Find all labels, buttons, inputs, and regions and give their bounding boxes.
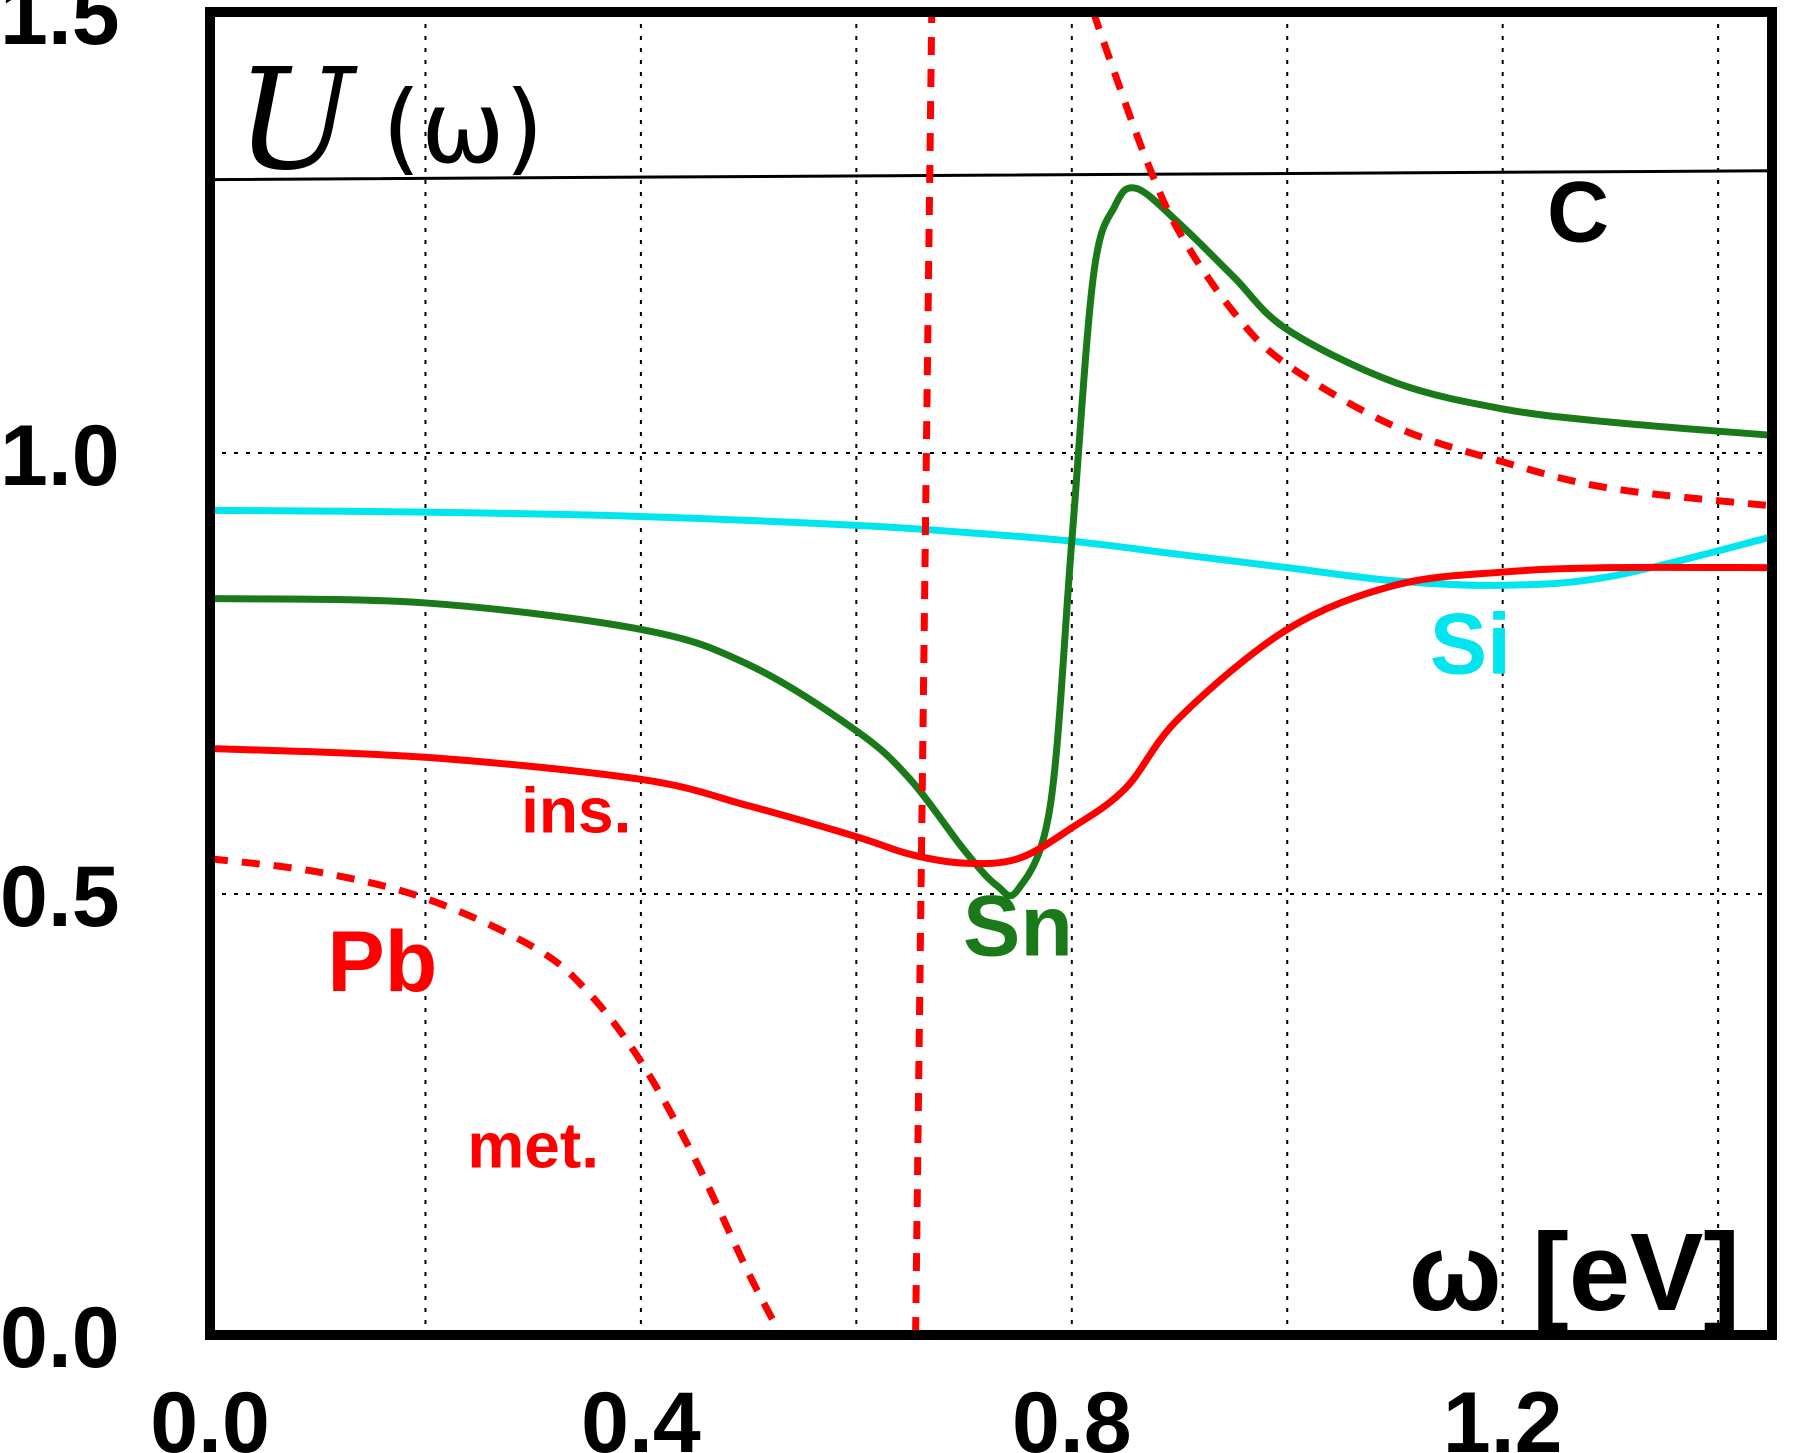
tick-labels: 0.0 0.4 0.8 1.2 0.0 0.5 1.0 1.5	[0, 0, 1562, 1453]
series-c-line	[209, 169, 1773, 182]
series-si-line	[209, 506, 1773, 589]
plot-frame	[205, 7, 1777, 1340]
series-pb-met-low-line	[209, 855, 785, 1337]
series-pb-ins-line	[209, 563, 1773, 868]
y-tick-label: 0.5	[0, 849, 120, 945]
y-tick-label: 1.0	[0, 408, 120, 504]
y-tick-label: 1.5	[0, 0, 120, 63]
annotation-sn: Sn	[963, 879, 1073, 975]
x-axis-label: ω [eV]	[1409, 1211, 1740, 1334]
series-pb-met-high-line	[1090, 10, 1773, 510]
y-axis-label: U (ω)	[236, 39, 544, 202]
annotation-si: Si	[1430, 597, 1511, 693]
x-tick-label: 0.4	[581, 1375, 701, 1453]
annotations: C Si Sn ins. Pb met.	[327, 164, 1609, 1181]
annotation-pb: Pb	[327, 914, 437, 1010]
series-layer	[209, 10, 1773, 1337]
series-pb-met-pole-line	[912, 11, 936, 1336]
x-tick-label: 0.8	[1012, 1375, 1132, 1453]
annotation-met: met.	[467, 1109, 599, 1181]
x-tick-label: 0.0	[150, 1375, 270, 1453]
series-sn-line	[209, 184, 1773, 900]
grid	[210, 12, 1772, 1335]
x-tick-label: 1.2	[1443, 1375, 1563, 1453]
y-tick-label: 0.0	[0, 1290, 120, 1386]
ylabel-arg: (ω)	[382, 69, 544, 186]
annotation-ins: ins.	[521, 774, 631, 846]
annotation-c: C	[1547, 164, 1609, 260]
ylabel-symbol: U	[236, 39, 358, 202]
